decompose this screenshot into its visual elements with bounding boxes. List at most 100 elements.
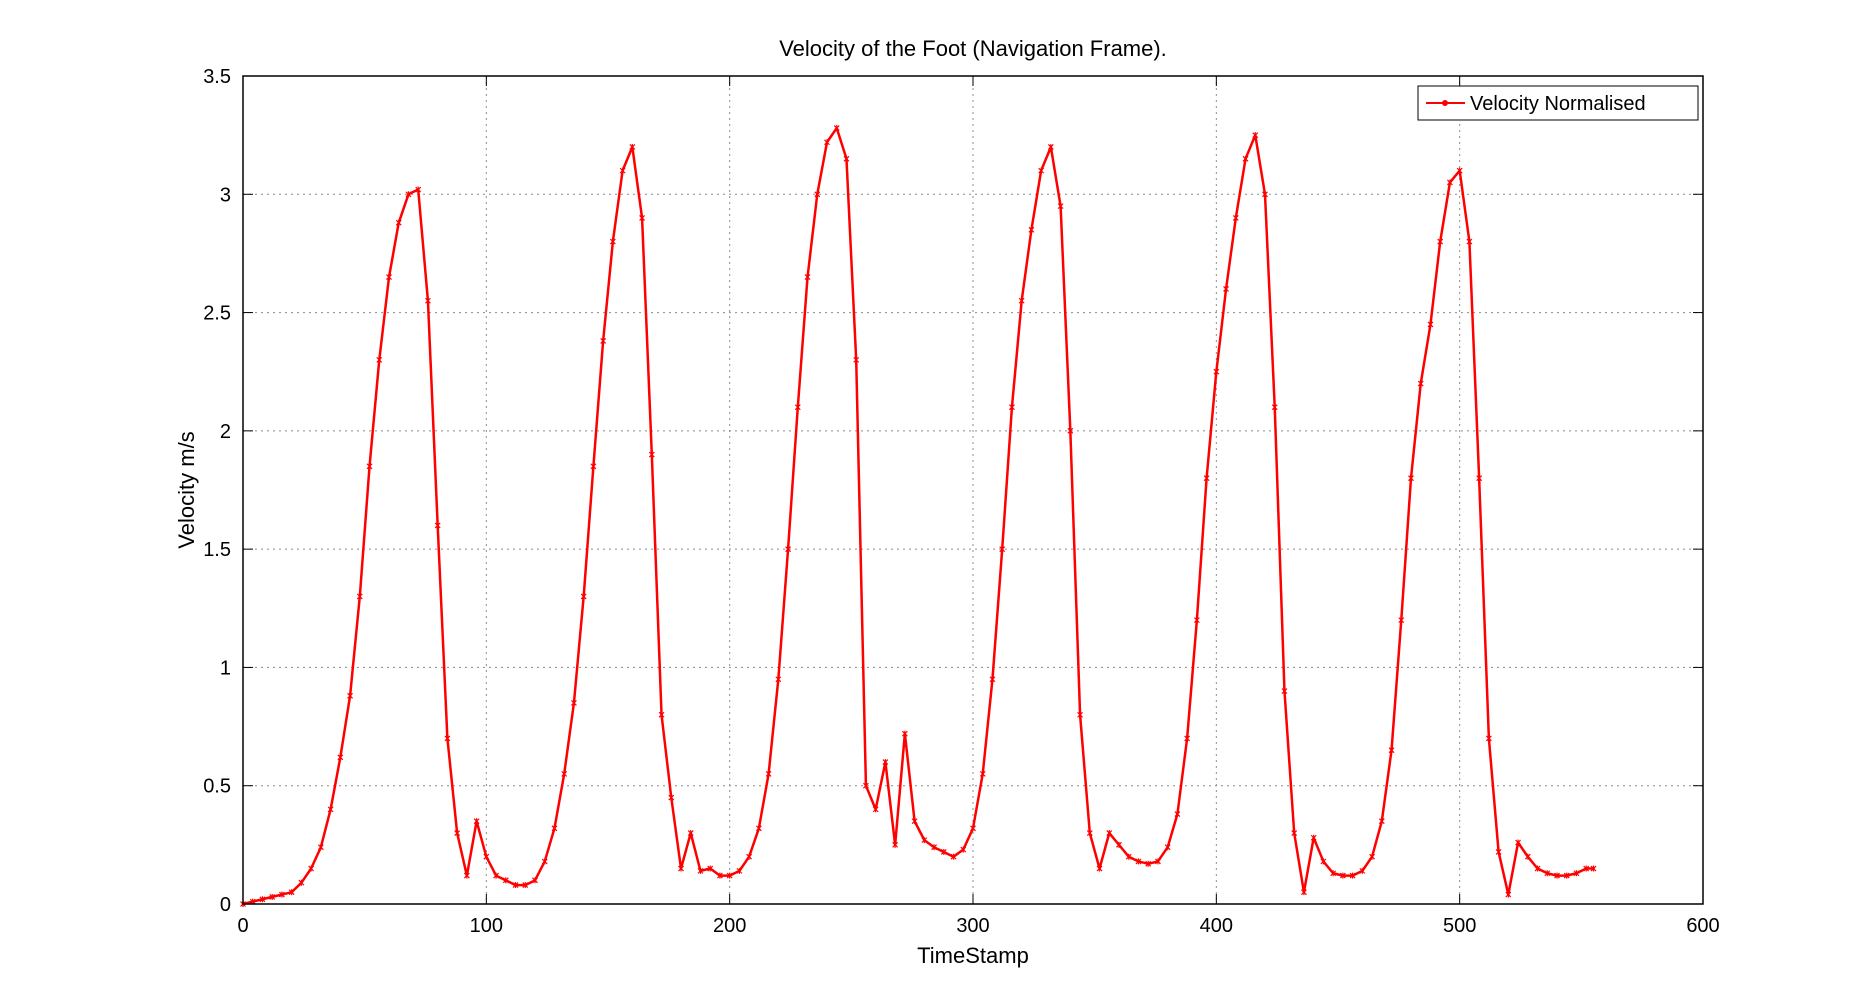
data-point bbox=[1281, 688, 1288, 695]
y-tick-label: 0 bbox=[220, 894, 231, 916]
data-point bbox=[1563, 872, 1570, 879]
data-point bbox=[1067, 427, 1074, 434]
data-point bbox=[1447, 179, 1453, 186]
data-point bbox=[571, 699, 577, 706]
data-point bbox=[405, 191, 412, 198]
data-point bbox=[463, 872, 470, 879]
data-point bbox=[1466, 238, 1473, 245]
data-point bbox=[960, 846, 967, 853]
data-point bbox=[970, 825, 976, 832]
data-point bbox=[551, 825, 558, 832]
data-point bbox=[658, 711, 665, 718]
data-point bbox=[590, 463, 597, 470]
data-point bbox=[911, 818, 918, 825]
data-point bbox=[425, 297, 431, 304]
data-point bbox=[824, 139, 830, 146]
y-axis-ticks: 0 0.5 1 1.5 2 2.5 3 3.5 bbox=[203, 66, 1703, 916]
data-point bbox=[1077, 711, 1083, 718]
data-point bbox=[853, 356, 860, 363]
y-axis-label: Velocity m/s bbox=[174, 431, 199, 548]
x-tick-label: 400 bbox=[1200, 915, 1233, 937]
data-point bbox=[541, 858, 548, 865]
legend-label: Velocity Normalised bbox=[1470, 93, 1646, 115]
data-point bbox=[1262, 191, 1268, 198]
data-point bbox=[882, 759, 889, 766]
data-point bbox=[1301, 889, 1307, 896]
data-point bbox=[785, 546, 791, 553]
data-point bbox=[1349, 872, 1356, 879]
data-point bbox=[765, 770, 772, 777]
x-tick-label: 200 bbox=[713, 915, 746, 937]
data-point bbox=[1252, 132, 1259, 139]
data-point bbox=[1476, 475, 1483, 482]
x-axis-ticks: 0 100 200 300 400 500 600 bbox=[237, 76, 1720, 937]
data-point bbox=[1320, 858, 1327, 865]
data-point bbox=[872, 806, 879, 813]
data-point bbox=[901, 730, 908, 737]
data-point bbox=[1417, 380, 1424, 387]
legend: Velocity Normalised bbox=[1417, 85, 1699, 121]
data-point bbox=[629, 143, 636, 150]
data-point bbox=[395, 219, 402, 226]
series-marker-group bbox=[240, 125, 1597, 907]
data-point bbox=[1009, 404, 1015, 411]
data-point bbox=[1116, 841, 1122, 848]
data-point bbox=[1213, 368, 1220, 375]
data-point bbox=[726, 872, 733, 879]
data-point bbox=[600, 337, 607, 344]
data-point bbox=[502, 877, 509, 884]
data-point bbox=[532, 877, 538, 884]
data-point bbox=[1096, 865, 1103, 872]
data-point bbox=[609, 238, 616, 245]
data-point bbox=[259, 896, 266, 903]
data-point bbox=[1573, 870, 1580, 877]
grid-lines bbox=[243, 76, 1703, 904]
data-point bbox=[921, 837, 928, 844]
data-point bbox=[1590, 865, 1597, 872]
data-point bbox=[1057, 203, 1064, 210]
data-point bbox=[1028, 226, 1035, 233]
data-point bbox=[736, 867, 743, 874]
data-point bbox=[950, 853, 957, 860]
data-point bbox=[1232, 214, 1239, 221]
data-point bbox=[1524, 853, 1531, 860]
data-point bbox=[940, 848, 947, 855]
data-point bbox=[1135, 858, 1142, 865]
data-point bbox=[473, 818, 480, 825]
data-point bbox=[1310, 834, 1317, 841]
data-point bbox=[931, 844, 937, 851]
data-point bbox=[639, 214, 645, 221]
x-tick-label: 100 bbox=[470, 915, 503, 937]
data-point bbox=[522, 882, 529, 889]
legend-marker-sample bbox=[1442, 100, 1448, 106]
data-point bbox=[415, 186, 422, 193]
data-point bbox=[717, 872, 723, 879]
data-point bbox=[707, 865, 714, 872]
data-point bbox=[561, 770, 568, 777]
data-point bbox=[298, 879, 305, 886]
data-point bbox=[288, 889, 295, 896]
data-point bbox=[1038, 167, 1045, 174]
data-point bbox=[687, 830, 694, 837]
data-point bbox=[1554, 872, 1560, 879]
y-tick-label: 0.5 bbox=[203, 776, 231, 798]
y-tick-label: 1.5 bbox=[203, 539, 231, 561]
data-point bbox=[1505, 891, 1512, 898]
data-point bbox=[454, 830, 461, 837]
data-point bbox=[1427, 321, 1434, 328]
data-point bbox=[327, 806, 334, 813]
data-point bbox=[1174, 811, 1181, 818]
data-point bbox=[483, 853, 490, 860]
data-point bbox=[1583, 865, 1590, 872]
data-point bbox=[580, 593, 587, 600]
data-point bbox=[999, 546, 1006, 553]
data-point bbox=[1369, 853, 1375, 860]
data-point bbox=[1495, 848, 1502, 855]
data-point bbox=[1456, 167, 1463, 174]
data-point bbox=[269, 893, 276, 900]
data-point bbox=[366, 463, 373, 470]
data-point bbox=[1378, 818, 1385, 825]
data-point bbox=[1193, 617, 1200, 624]
data-point bbox=[843, 155, 850, 162]
data-point bbox=[755, 825, 762, 832]
